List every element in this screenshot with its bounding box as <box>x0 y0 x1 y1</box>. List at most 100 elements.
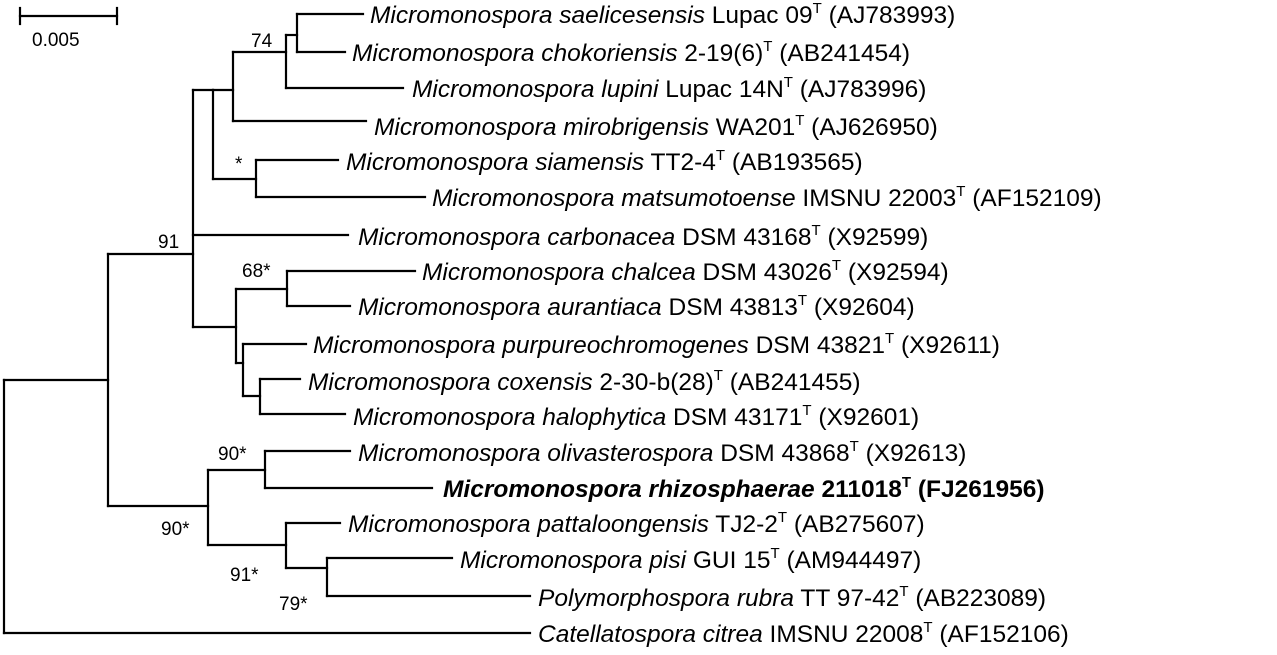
leaf-strain: TJ2-2 <box>709 511 778 538</box>
leaf-strain: TT2-4 <box>644 149 716 176</box>
leaf-strain: TT 97-42 <box>794 585 899 612</box>
leaf-species-name: Micromonospora olivasterospora <box>358 440 713 467</box>
leaf-type-strain-mark: T <box>956 183 965 200</box>
leaf-strain: IMSNU 22008 <box>763 621 924 648</box>
bootstrap-value: 91* <box>230 565 259 586</box>
leaf-accession: (AF152109) <box>965 185 1101 212</box>
leaf-type-strain-mark: T <box>798 292 807 309</box>
leaf-type-strain-mark: T <box>812 222 821 239</box>
leaf-accession: (AJ783993) <box>822 2 955 29</box>
scale-bar-label: 0.005 <box>32 30 80 51</box>
scale-bar: 0.005 <box>18 6 119 51</box>
leaf-species-name: Micromonospora carbonacea <box>358 224 675 251</box>
leaf-species-name: Micromonospora saelicesensis <box>370 2 705 29</box>
leaf-label: Catellatospora citrea IMSNU 22008T (AF15… <box>538 619 1069 648</box>
leaf-accession: (AJ783996) <box>793 76 926 103</box>
leaf-label: Micromonospora pattaloongensis TJ2-2T (A… <box>348 509 925 538</box>
leaf-strain: WA201 <box>709 114 795 141</box>
leaf-accession: (X92604) <box>807 294 915 321</box>
leaf-accession: (AB223089) <box>909 585 1047 612</box>
leaf-type-strain-mark: T <box>802 402 811 419</box>
leaf-label: Micromonospora purpureochromogenes DSM 4… <box>313 330 1000 359</box>
leaf-strain: 2-30-b(28) <box>593 369 714 396</box>
leaf-accession: (AM944497) <box>780 547 922 574</box>
leaf-species-name: Micromonospora chokoriensis <box>352 40 677 67</box>
leaf-type-strain-mark: T <box>813 0 822 17</box>
leaf-accession: (AB275607) <box>787 511 925 538</box>
leaf-accession: (X92594) <box>841 259 949 286</box>
leaf-type-strain-mark: T <box>923 619 932 636</box>
leaf-type-strain-mark: T <box>795 112 804 129</box>
leaf-type-strain-mark: T <box>778 509 787 526</box>
bootstrap-value: 68* <box>242 261 271 282</box>
leaf-accession: (AF152106) <box>933 621 1069 648</box>
leaf-accession: (FJ261956) <box>911 476 1044 503</box>
leaf-type-strain-mark: T <box>885 330 894 347</box>
leaf-accession: (AJ626950) <box>804 114 937 141</box>
bootstrap-value: 79* <box>279 594 308 615</box>
leaf-strain: DSM 43868 <box>713 440 849 467</box>
tree-branches <box>2 12 532 635</box>
leaf-species-name: Micromonospora siamensis <box>346 149 644 176</box>
leaf-strain: 2-19(6) <box>677 40 763 67</box>
leaf-strain: DSM 43026 <box>696 259 832 286</box>
leaf-accession: (AB241455) <box>723 369 861 396</box>
leaf-label: Micromonospora olivasterospora DSM 43868… <box>358 438 966 467</box>
leaf-species-name: Micromonospora rhizosphaerae <box>443 476 815 503</box>
leaf-label: Micromonospora coxensis 2-30-b(28)T (AB2… <box>308 367 861 396</box>
leaf-type-strain-mark: T <box>716 147 725 164</box>
leaf-species-name: Micromonospora chalcea <box>422 259 696 286</box>
leaf-strain: Lupac 09 <box>705 2 813 29</box>
leaf-strain: DSM 43168 <box>675 224 811 251</box>
leaf-strain: DSM 43821 <box>749 332 885 359</box>
leaf-type-strain-mark: T <box>784 74 793 91</box>
leaf-species-name: Catellatospora citrea <box>538 621 763 648</box>
leaf-accession: (X92611) <box>894 332 1000 359</box>
leaf-species-name: Micromonospora halophytica <box>353 404 666 431</box>
bootstrap-value: 74 <box>251 31 273 52</box>
bootstrap-value: 91 <box>158 232 179 253</box>
leaf-label: Micromonospora chokoriensis 2-19(6)T (AB… <box>352 38 910 67</box>
leaf-label: Micromonospora carbonacea DSM 43168T (X9… <box>358 222 928 251</box>
leaf-type-strain-mark: T <box>763 38 772 55</box>
leaf-strain: IMSNU 22003 <box>796 185 957 212</box>
leaf-accession: (X92613) <box>859 440 967 467</box>
leaf-species-name: Micromonospora pattaloongensis <box>348 511 709 538</box>
leaf-label: Micromonospora halophytica DSM 43171T (X… <box>353 402 919 431</box>
leaf-species-name: Micromonospora coxensis <box>308 369 593 396</box>
leaf-label: Micromonospora saelicesensis Lupac 09T (… <box>370 0 955 29</box>
leaf-strain: DSM 43171 <box>666 404 802 431</box>
leaf-type-strain-mark: T <box>902 474 911 491</box>
leaf-type-strain-mark: T <box>714 367 723 384</box>
bootstrap-value: 90* <box>161 519 190 540</box>
leaf-label: Micromonospora rhizosphaerae 211018T (FJ… <box>443 474 1045 503</box>
leaf-strain: Lupac 14N <box>658 76 783 103</box>
leaf-label: Micromonospora aurantiaca DSM 43813T (X9… <box>358 292 915 321</box>
bootstrap-values: 74 * 91 68* 90* 90* 91* 79* <box>158 31 308 615</box>
bootstrap-value: * <box>235 154 243 175</box>
leaf-label: Micromonospora lupini Lupac 14NT (AJ7839… <box>412 74 926 103</box>
leaf-label: Micromonospora matsumotoense IMSNU 22003… <box>432 183 1102 212</box>
leaf-species-name: Micromonospora purpureochromogenes <box>313 332 749 359</box>
leaf-type-strain-mark: T <box>770 545 779 562</box>
leaf-type-strain-mark: T <box>850 438 859 455</box>
leaf-species-name: Micromonospora aurantiaca <box>358 294 662 321</box>
leaf-label: Micromonospora chalcea DSM 43026T (X9259… <box>422 257 949 286</box>
leaf-strain: 211018 <box>815 476 902 503</box>
leaf-type-strain-mark: T <box>832 257 841 274</box>
leaf-species-name: Micromonospora lupini <box>412 76 659 103</box>
leaf-species-name: Polymorphospora rubra <box>538 585 794 612</box>
leaf-species-name: Micromonospora pisi <box>460 547 687 574</box>
leaf-accession: (X92599) <box>821 224 929 251</box>
leaf-accession: (AB241454) <box>772 40 910 67</box>
leaf-type-strain-mark: T <box>899 583 908 600</box>
leaf-accession: (AB193565) <box>725 149 863 176</box>
leaf-label: Micromonospora mirobrigensis WA201T (AJ6… <box>374 112 938 141</box>
leaf-label: Micromonospora pisi GUI 15T (AM944497) <box>460 545 921 574</box>
leaf-species-name: Micromonospora mirobrigensis <box>374 114 709 141</box>
bootstrap-value: 90* <box>218 444 247 465</box>
leaf-label: Polymorphospora rubra TT 97-42T (AB22308… <box>538 583 1046 612</box>
leaf-strain: GUI 15 <box>686 547 770 574</box>
